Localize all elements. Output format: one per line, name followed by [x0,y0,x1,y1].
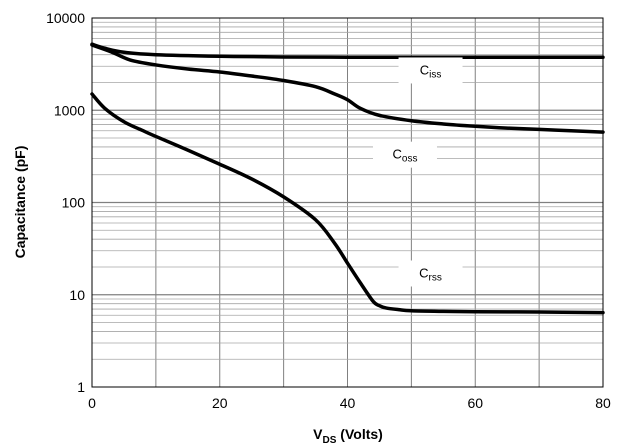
y-tick-label: 1 [77,379,85,395]
series-label-background [398,57,463,84]
series-label-coss: Coss [372,141,437,168]
series-label-main: C [419,265,428,280]
x-tick-label: 20 [212,395,228,411]
series-label-ciss: Ciss [398,57,463,84]
y-tick-label: 10000 [46,10,85,26]
series-label-text: Coss [393,147,418,165]
y-axis-title: Capacitance (pF) [12,146,28,259]
x-tick-label: 0 [88,395,96,411]
series-label-crss: Crss [398,260,463,287]
x-axis-title: VDS (Volts) [313,426,383,446]
data-series [90,42,605,315]
series-line-ciss [90,42,605,60]
series-label-text: Crss [419,265,442,283]
x-tick-label: 40 [340,395,356,411]
series-line-coss [90,43,605,134]
series-line-crss [90,92,605,315]
plot-area-frame [91,17,604,388]
series-label-text: Ciss [420,62,442,80]
y-tick-label: 10 [69,287,85,303]
x-tick-label: 60 [467,395,483,411]
series-label-main: C [420,62,429,77]
series-label-main: C [393,147,402,162]
series-label-subscript: oss [402,154,418,165]
series-label-subscript: iss [429,69,441,80]
series-label-subscript: rss [429,272,442,283]
series-label-background [372,141,437,168]
tick-labels: 0 20 40 60 80 1 10 100 1000 10000 [46,10,611,411]
series-label-background [398,260,463,287]
x-axis-title-subscript: DS [323,435,337,446]
y-tick-label: 100 [62,195,86,211]
x-axis-title-rest: (Volts) [336,426,382,442]
x-axis-title-main: V [313,426,323,442]
y-tick-label: 1000 [54,102,85,118]
x-tick-label: 80 [595,395,611,411]
